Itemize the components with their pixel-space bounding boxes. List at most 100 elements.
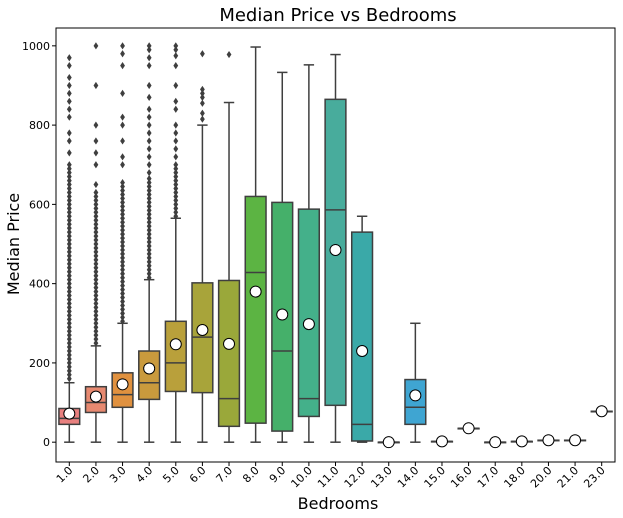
x-tick-label: 14.0 xyxy=(395,464,422,491)
outlier-point xyxy=(66,161,72,169)
box-group xyxy=(537,434,560,447)
outlier-point xyxy=(146,246,152,254)
outlier-point xyxy=(146,93,152,101)
x-tick-label: 17.0 xyxy=(475,464,502,491)
box xyxy=(244,195,267,424)
x-tick-label: 18.0 xyxy=(501,464,528,491)
outlier-point xyxy=(93,188,99,197)
outlier-point xyxy=(120,153,125,161)
outlier-point xyxy=(66,169,72,177)
mean-marker xyxy=(302,318,315,331)
outlier-point xyxy=(200,85,205,94)
outlier-point xyxy=(93,276,99,284)
outlier-point xyxy=(66,204,72,212)
outlier-point xyxy=(120,242,125,250)
outlier-point xyxy=(66,184,72,193)
box-group xyxy=(590,405,613,418)
outlier-point xyxy=(66,149,72,157)
outlier-point xyxy=(66,97,72,105)
outlier-point xyxy=(66,319,72,327)
outlier-point xyxy=(120,42,125,50)
outlier-point xyxy=(173,145,179,153)
outlier-point xyxy=(173,42,179,50)
outlier-point xyxy=(173,200,179,208)
outlier-point xyxy=(146,182,152,191)
outlier-point xyxy=(66,335,72,343)
outlier-point xyxy=(66,268,72,276)
x-tick-label: 23.0 xyxy=(581,464,608,491)
outlier-point xyxy=(93,315,99,323)
outlier-point xyxy=(93,161,99,169)
box-group xyxy=(404,322,427,443)
outlier-point xyxy=(120,222,125,230)
x-tick-label: 10.0 xyxy=(288,464,315,491)
outlier-point xyxy=(93,208,99,216)
outlier-point xyxy=(146,206,152,214)
outlier-point xyxy=(66,323,72,331)
outlier-point xyxy=(120,230,125,238)
outlier-point xyxy=(120,278,125,286)
outlier-point xyxy=(173,81,179,90)
outlier-point xyxy=(173,161,179,169)
box-group xyxy=(510,435,533,448)
mean-marker xyxy=(223,337,236,350)
outlier-point xyxy=(146,250,152,258)
x-tick-label: 6.0 xyxy=(187,464,209,486)
outlier-point xyxy=(146,238,152,246)
outlier-point xyxy=(146,274,152,282)
outlier-point xyxy=(66,54,72,62)
outlier-point xyxy=(120,186,125,195)
box-group xyxy=(217,50,241,443)
outlier-point xyxy=(93,287,99,296)
box xyxy=(404,378,427,426)
mean-marker xyxy=(169,338,182,351)
outlier-point xyxy=(120,238,125,246)
outlier-point xyxy=(66,105,72,113)
outlier-point xyxy=(66,303,72,312)
outlier-point xyxy=(93,311,99,319)
mean-marker xyxy=(489,436,502,449)
outlier-point xyxy=(146,129,152,137)
x-tick-label: 4.0 xyxy=(134,464,156,486)
y-tick-label: 200 xyxy=(29,357,50,370)
outlier-point xyxy=(146,254,152,262)
outlier-point xyxy=(66,173,72,181)
y-tick-label: 400 xyxy=(29,278,50,291)
outlier-point xyxy=(66,228,72,236)
outlier-point xyxy=(66,216,72,224)
x-tick-label: 12.0 xyxy=(342,464,369,491)
outlier-point xyxy=(93,204,99,212)
outlier-point xyxy=(146,113,152,121)
outlier-point xyxy=(200,89,205,97)
outlier-point xyxy=(120,62,125,70)
mean-marker xyxy=(542,434,555,447)
outlier-point xyxy=(93,319,99,327)
outlier-point xyxy=(146,153,152,161)
outlier-point xyxy=(120,282,125,290)
x-tick-label: 21.0 xyxy=(555,464,582,491)
outlier-point xyxy=(120,194,125,203)
x-tick-label: 9.0 xyxy=(267,464,289,486)
outlier-point xyxy=(173,129,179,137)
outlier-point xyxy=(146,222,152,230)
box-group xyxy=(297,64,321,443)
outlier-point xyxy=(120,254,125,262)
outlier-point xyxy=(93,307,99,315)
outlier-point xyxy=(146,46,152,54)
outlier-point xyxy=(173,169,179,177)
outlier-point xyxy=(93,268,99,276)
mean-marker xyxy=(435,435,448,448)
mean-marker xyxy=(249,285,262,298)
box-group xyxy=(191,50,214,443)
outlier-point xyxy=(66,355,72,363)
outlier-point xyxy=(120,266,125,274)
outlier-point xyxy=(66,113,72,121)
outlier-point xyxy=(173,192,179,201)
outlier-point xyxy=(93,228,99,236)
box xyxy=(350,231,374,442)
x-tick-label: 2.0 xyxy=(80,464,102,486)
outlier-point xyxy=(120,190,125,199)
outlier-point xyxy=(66,295,72,304)
outlier-point xyxy=(120,258,125,266)
x-tick-label: 15.0 xyxy=(422,464,449,491)
